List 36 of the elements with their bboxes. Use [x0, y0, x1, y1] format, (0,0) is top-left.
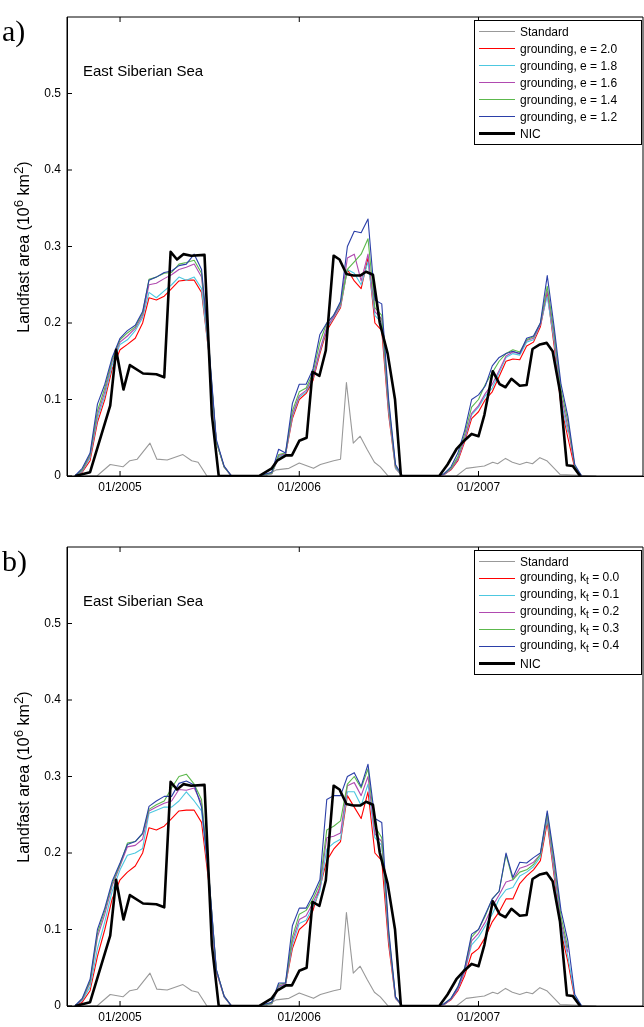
annotation: East Siberian Sea — [83, 592, 204, 610]
y-tick-label: 0 — [54, 468, 62, 483]
y-tick-label: 0.3 — [44, 768, 62, 783]
legend-label: grounding, e = 2.0 — [520, 41, 618, 56]
chart-title: b) — [2, 544, 27, 578]
legend-label: grounding, e = 1.4 — [520, 92, 618, 107]
y-tick-label: 0.3 — [44, 238, 62, 253]
x-tick-label: 01/2005 — [98, 1009, 143, 1024]
legend-label: grounding, e = 1.6 — [520, 75, 618, 90]
y-tick-label: 0.2 — [44, 315, 62, 330]
legend-label: grounding, k$_{t}$ = 0.0 — [520, 570, 620, 587]
legend-label: grounding, k$_{t}$ = 0.1 — [520, 587, 620, 604]
legend-label: NIC — [520, 126, 541, 141]
x-tick-label: 01/2005 — [98, 479, 143, 494]
annotation: East Siberian Sea — [83, 62, 204, 80]
y-tick-label: 0.1 — [44, 921, 62, 936]
legend-label: grounding, k$_{t}$ = 0.3 — [520, 621, 620, 638]
legend-label: grounding, k$_{t}$ = 0.4 — [520, 638, 620, 655]
y-tick-label: 0.4 — [44, 692, 62, 707]
y-tick-label: 0.2 — [44, 845, 62, 860]
legend-label: grounding, e = 1.2 — [520, 109, 618, 124]
chart-title: a) — [2, 14, 26, 48]
x-tick-label: 01/2007 — [456, 479, 501, 494]
legend-label: grounding, e = 1.8 — [520, 58, 618, 73]
x-tick-label: 01/2006 — [277, 479, 322, 494]
x-tick-label: 01/2007 — [456, 1009, 501, 1024]
legend-label: grounding, k$_{t}$ = 0.2 — [520, 604, 620, 621]
x-tick-label: 01/2006 — [277, 1009, 322, 1024]
y-tick-label: 0 — [54, 998, 62, 1013]
legend-label: NIC — [520, 656, 541, 671]
y-tick-label: 0.5 — [44, 615, 62, 630]
y-tick-label: 0.4 — [44, 162, 62, 177]
y-tick-label: 0.1 — [44, 391, 62, 406]
legend-label: Standard — [520, 554, 569, 569]
legend-label: Standard — [520, 24, 569, 39]
y-tick-label: 0.5 — [44, 85, 62, 100]
